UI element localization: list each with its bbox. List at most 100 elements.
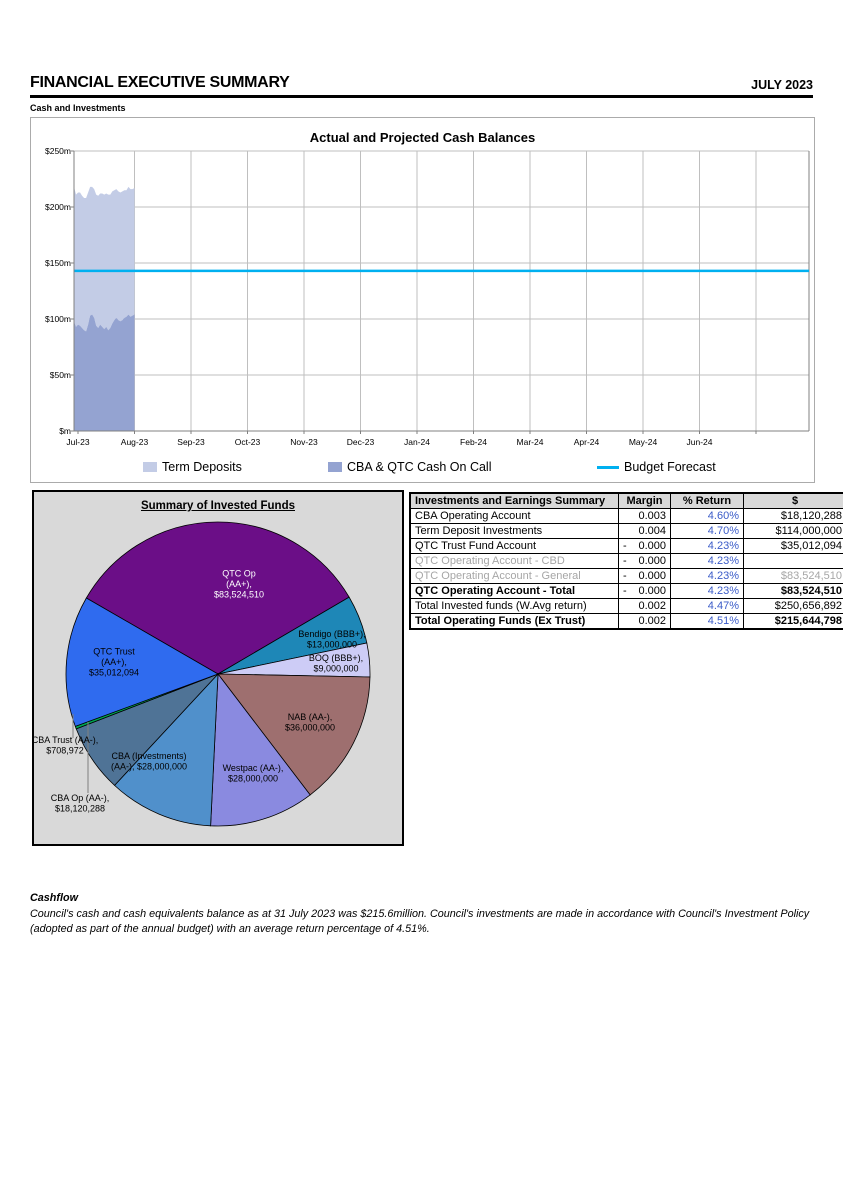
cell-account-label: CBA Operating Account xyxy=(409,508,619,524)
pie-label: CBA (Investments) (AA-), $28,000,000 xyxy=(111,751,187,772)
cell-margin: 0.002 xyxy=(618,613,671,630)
legend-label: CBA & QTC Cash On Call xyxy=(347,460,492,474)
term-deposits-swatch-icon xyxy=(143,462,157,472)
svg-text:Jan-24: Jan-24 xyxy=(404,437,430,447)
cell-account-label: QTC Operating Account - CBD xyxy=(409,553,619,569)
investments-earnings-table: Investments and Earnings Summary Margin … xyxy=(409,492,843,630)
cell-percent-return: 4.23% xyxy=(670,553,744,569)
pie-slice-cba-investments- xyxy=(113,672,219,827)
pie-label: Westpac (AA-), $28,000,000 xyxy=(223,763,284,784)
cell-account-label: QTC Operating Account - Total xyxy=(409,583,619,599)
cash-balances-chart-panel: $250m $200m $150m $100m $50m $m Jul-23 Aug-23 Se… xyxy=(30,117,815,483)
pie-slice-nab xyxy=(217,673,371,796)
cell-percent-return: 4.51% xyxy=(670,613,744,630)
pie-slice-qtc-op xyxy=(85,521,350,675)
invested-funds-pie-panel: QTC Op (AA+), $83,524,510 Bendigo (BBB+), $1… xyxy=(32,490,404,846)
legend-label: Term Deposits xyxy=(162,460,242,474)
cell-amount: $35,012,094 xyxy=(743,538,843,554)
legend-item-budget-forecast: Budget Forecast xyxy=(597,460,716,474)
header-return: % Return xyxy=(670,492,744,509)
cell-margin: -0.000 xyxy=(618,538,671,554)
svg-text:$150m: $150m xyxy=(45,258,71,268)
table-row: Total Operating Funds (Ex Trust) 0.002 4.5… xyxy=(409,613,843,630)
svg-text:Feb-24: Feb-24 xyxy=(460,437,487,447)
chart-gridlines xyxy=(74,150,810,432)
table-row: CBA Operating Account 0.003 4.60% $18,120,2… xyxy=(409,508,843,524)
cashflow-note: Cashflow Council's cash and cash equival… xyxy=(30,891,820,938)
table-row: QTC Operating Account - General -0.000 4.2… xyxy=(409,568,843,584)
budget-forecast-line-icon xyxy=(597,465,619,469)
cashflow-heading: Cashflow xyxy=(30,892,78,904)
svg-text:$m: $m xyxy=(59,426,71,436)
pie-label: QTC Op (AA+), $83,524,510 xyxy=(214,569,264,600)
header-summary: Investments and Earnings Summary xyxy=(409,492,619,509)
table-row: Total Invested funds (W.Avg return) 0.002… xyxy=(409,598,843,614)
svg-text:Jul-23: Jul-23 xyxy=(66,437,89,447)
table-row: QTC Operating Account - CBD -0.000 4.23% xyxy=(409,553,843,569)
period-label: JULY 2023 xyxy=(751,78,813,92)
pie-label: CBA Trust (AA-), $708,972 xyxy=(34,735,98,756)
cell-account-label: Term Deposit Investments xyxy=(409,523,619,539)
investments-table-wrap: Investments and Earnings Summary Margin … xyxy=(409,492,843,630)
cell-amount: $114,000,000 xyxy=(743,523,843,539)
cell-percent-return: 4.70% xyxy=(670,523,744,539)
cell-percent-return: 4.23% xyxy=(670,568,744,584)
svg-text:$200m: $200m xyxy=(45,202,71,212)
header-amount: $ xyxy=(743,492,843,509)
cell-margin: -0.000 xyxy=(618,583,671,599)
cell-percent-return: 4.23% xyxy=(670,538,744,554)
svg-text:Aug-23: Aug-23 xyxy=(121,437,149,447)
legend-item-cash-on-call: CBA & QTC Cash On Call xyxy=(328,460,492,474)
svg-text:Jun-24: Jun-24 xyxy=(687,437,713,447)
cell-account-label: Total Operating Funds (Ex Trust) xyxy=(409,613,619,630)
table-row: QTC Trust Fund Account -0.000 4.23% $35,012… xyxy=(409,538,843,554)
cell-amount: $83,524,510 xyxy=(743,568,843,584)
svg-text:Oct-23: Oct-23 xyxy=(235,437,261,447)
cashflow-line-1: Council's cash and cash equivalents bala… xyxy=(30,907,810,920)
section-label: Cash and Investments xyxy=(30,103,126,113)
svg-text:Mar-24: Mar-24 xyxy=(517,437,544,447)
cell-percent-return: 4.60% xyxy=(670,508,744,524)
svg-text:May-24: May-24 xyxy=(629,437,658,447)
cell-amount: $250,656,892 xyxy=(743,598,843,614)
legend-item-term-deposits: Term Deposits xyxy=(143,460,242,474)
cell-percent-return: 4.23% xyxy=(670,583,744,599)
svg-text:Apr-24: Apr-24 xyxy=(574,437,600,447)
pie-label: NAB (AA-), $36,000,000 xyxy=(285,712,335,733)
svg-text:$100m: $100m xyxy=(45,314,71,324)
cell-margin: 0.003 xyxy=(618,508,671,524)
cell-margin: 0.004 xyxy=(618,523,671,539)
header-margin: Margin xyxy=(618,492,671,509)
table-row: Term Deposit Investments 0.004 4.70% $114,0… xyxy=(409,523,843,539)
area-term-deposits xyxy=(74,186,135,332)
invested-funds-pie-chart: QTC Op (AA+), $83,524,510 Bendigo (BBB+), $1… xyxy=(34,521,371,827)
svg-text:Nov-23: Nov-23 xyxy=(290,437,318,447)
cash-chart-title: Actual and Projected Cash Balances xyxy=(309,130,536,145)
cash-chart-legend: Term Deposits CBA & QTC Cash On Call Bud… xyxy=(31,458,814,480)
table-row: QTC Operating Account - Total -0.000 4.23%… xyxy=(409,583,843,599)
svg-text:$50m: $50m xyxy=(50,370,71,380)
cell-account-label: QTC Operating Account - General xyxy=(409,568,619,584)
report-header: FINANCIAL EXECUTIVE SUMMARY JULY 2023 xyxy=(30,74,813,98)
cash-on-call-swatch-icon xyxy=(328,462,342,472)
pie-label: BOQ (BBB+), $9,000,000 xyxy=(309,653,363,674)
cell-account-label: Total Invested funds (W.Avg return) xyxy=(409,598,619,614)
page-title: FINANCIAL EXECUTIVE SUMMARY xyxy=(30,74,290,91)
svg-text:Dec-23: Dec-23 xyxy=(347,437,375,447)
cell-amount xyxy=(743,553,843,569)
cell-amount: $215,644,798 xyxy=(743,613,843,630)
legend-label: Budget Forecast xyxy=(624,460,716,474)
cell-margin: -0.000 xyxy=(618,568,671,584)
chart-axes xyxy=(71,150,809,434)
cashflow-line-2: (adopted as part of the annual budget) w… xyxy=(30,923,430,935)
table-header-row: Investments and Earnings Summary Margin … xyxy=(409,492,843,509)
svg-text:$250m: $250m xyxy=(45,146,71,156)
cell-margin: 0.002 xyxy=(618,598,671,614)
svg-text:Sep-23: Sep-23 xyxy=(177,437,205,447)
cell-amount: $18,120,288 xyxy=(743,508,843,524)
pie-label: QTC Trust (AA+), $35,012,094 xyxy=(89,647,139,678)
pie-label: Bendigo (BBB+), $13,000,000 xyxy=(298,629,365,650)
